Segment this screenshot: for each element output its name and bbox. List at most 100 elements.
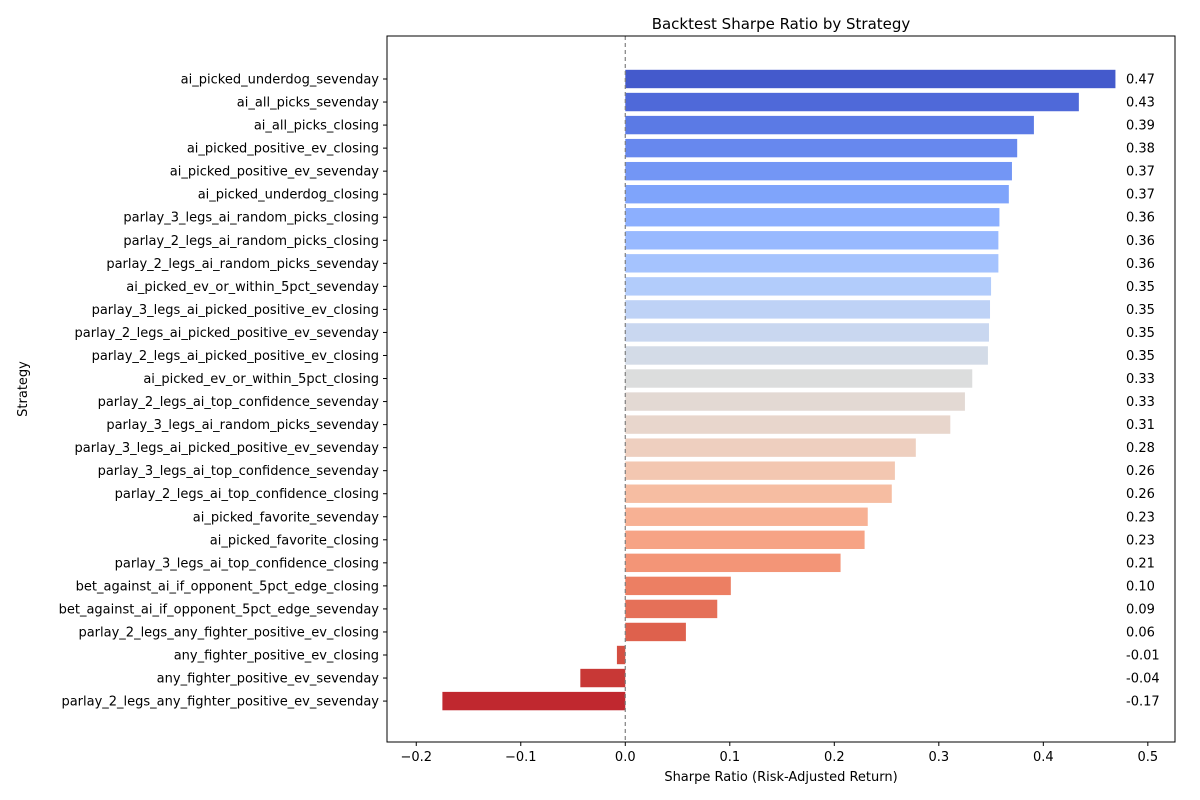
bar-parlay_2_legs_ai_random_picks_closing [625, 231, 999, 250]
y-tick-label: parlay_3_legs_ai_picked_positive_ev_clos… [92, 303, 379, 318]
value-label: 0.38 [1126, 142, 1155, 157]
y-tick-label: ai_picked_underdog_closing [198, 188, 379, 203]
bar-ai_all_picks_sevenday [625, 92, 1079, 112]
y-tick-label: parlay_3_legs_ai_top_confidence_closing [115, 556, 379, 571]
y-tick-label: ai_picked_ev_or_within_5pct_sevenday [126, 280, 379, 295]
bar-bet_against_ai_if_opponent_5pct_edge_sevenday [625, 599, 718, 619]
plot-frame [386, 35, 1176, 743]
value-label: -0.04 [1126, 672, 1160, 687]
bar-ai_picked_underdog_closing [625, 185, 1009, 204]
y-tick-label: parlay_2_legs_ai_top_confidence_sevenday [98, 395, 380, 410]
y-tick-label: parlay_2_legs_ai_picked_positive_ev_seve… [75, 326, 380, 341]
bar-ai_picked_positive_ev_sevenday [625, 161, 1012, 181]
value-label: 0.35 [1126, 349, 1155, 364]
bar-ai_picked_ev_or_within_5pct_closing [625, 369, 973, 388]
x-tick-label: −0.1 [505, 750, 537, 765]
bar-parlay_3_legs_ai_random_picks_sevenday [625, 415, 951, 434]
y-tick-label: parlay_2_legs_ai_picked_positive_ev_clos… [92, 349, 379, 364]
value-label: 0.43 [1126, 96, 1155, 111]
y-tick-label: any_fighter_positive_ev_sevenday [157, 672, 380, 687]
x-tick-label: 0.5 [1137, 750, 1158, 765]
y-tick-label: ai_picked_positive_ev_sevenday [170, 165, 380, 180]
y-tick-label: parlay_2_legs_ai_top_confidence_closing [115, 487, 379, 502]
y-axis-label: Strategy [16, 361, 31, 417]
value-label: 0.31 [1126, 418, 1155, 433]
bar-parlay_2_legs_any_fighter_positive_ev_closing [625, 622, 686, 642]
value-label: 0.33 [1126, 395, 1155, 410]
y-tick-label: ai_all_picks_closing [254, 119, 379, 134]
y-tick-label: parlay_2_legs_any_fighter_positive_ev_se… [61, 695, 379, 710]
bar-ai_all_picks_closing [625, 115, 1034, 135]
bars-layer [442, 69, 1116, 711]
bar-ai_picked_ev_or_within_5pct_sevenday [625, 277, 992, 296]
bar-ai_picked_underdog_sevenday [625, 69, 1116, 89]
bar-ai_picked_favorite_closing [625, 530, 865, 549]
x-tick-label: 0.1 [719, 750, 740, 765]
value-label: -0.01 [1126, 649, 1160, 664]
value-label: 0.37 [1126, 188, 1155, 203]
x-tick-label: 0.0 [615, 750, 636, 765]
value-label: 0.36 [1126, 211, 1155, 226]
value-label: 0.28 [1126, 441, 1155, 456]
y-tick-label: ai_picked_positive_ev_closing [187, 142, 379, 157]
x-tick-label: −0.2 [400, 750, 432, 765]
value-label: 0.06 [1126, 625, 1155, 640]
bar-parlay_2_legs_ai_picked_positive_ev_closing [625, 346, 988, 365]
x-tick-label: 0.2 [824, 750, 845, 765]
y-tick-label: bet_against_ai_if_opponent_5pct_edge_clo… [76, 579, 379, 594]
value-label: 0.35 [1126, 303, 1155, 318]
value-label: 0.26 [1126, 464, 1155, 479]
bar-parlay_3_legs_ai_picked_positive_ev_sevenday [625, 438, 916, 457]
x-tick-label: 0.3 [928, 750, 949, 765]
x-axis-label: Sharpe Ratio (Risk-Adjusted Return) [664, 770, 897, 785]
bar-parlay_3_legs_ai_top_confidence_closing [625, 553, 841, 573]
y-tick-label: parlay_3_legs_ai_picked_positive_ev_seve… [75, 441, 380, 456]
value-label: 0.35 [1126, 326, 1155, 341]
bar-parlay_2_legs_any_fighter_positive_ev_sevenday [442, 691, 626, 711]
y-tick-labels: ai_picked_underdog_sevenday ai_all_picks_… [59, 73, 387, 710]
value-label: 0.26 [1126, 487, 1155, 502]
value-label: 0.47 [1126, 73, 1155, 88]
value-labels: 0.47 0.43 0.39 0.38 0.37 0.37 0.36 0.36 0.36 0.35… [1126, 73, 1160, 710]
y-tick-label: ai_all_picks_sevenday [237, 96, 380, 111]
value-label: 0.23 [1126, 533, 1155, 548]
bar-any_fighter_positive_ev_sevenday [580, 668, 626, 688]
x-tick-label: 0.4 [1033, 750, 1054, 765]
y-tick-label: ai_picked_favorite_closing [210, 533, 379, 548]
y-tick-label: parlay_2_legs_any_fighter_positive_ev_cl… [78, 625, 379, 640]
bar-parlay_3_legs_ai_top_confidence_sevenday [625, 461, 895, 480]
y-tick-label: bet_against_ai_if_opponent_5pct_edge_sev… [59, 602, 380, 617]
y-tick-label: parlay_3_legs_ai_top_confidence_sevenday [98, 464, 380, 479]
bar-parlay_3_legs_ai_picked_positive_ev_closing [625, 300, 991, 319]
y-tick-label: parlay_3_legs_ai_random_picks_sevenday [106, 418, 379, 433]
y-tick-label: ai_picked_favorite_sevenday [193, 510, 380, 525]
value-label: 0.10 [1126, 579, 1155, 594]
value-label: 0.36 [1126, 234, 1155, 249]
y-tick-label: ai_picked_ev_or_within_5pct_closing [143, 372, 379, 387]
value-label: 0.35 [1126, 280, 1155, 295]
bar-ai_picked_positive_ev_closing [625, 138, 1018, 158]
y-tick-label: parlay_2_legs_ai_random_picks_sevenday [106, 257, 379, 272]
chart-title: Backtest Sharpe Ratio by Strategy [652, 15, 911, 33]
value-label: 0.39 [1126, 119, 1155, 134]
bar-parlay_2_legs_ai_random_picks_sevenday [625, 254, 999, 273]
y-tick-label: parlay_2_legs_ai_random_picks_closing [123, 234, 379, 249]
value-label: -0.17 [1126, 695, 1160, 710]
value-label: 0.37 [1126, 165, 1155, 180]
value-label: 0.33 [1126, 372, 1155, 387]
y-tick-label: any_fighter_positive_ev_closing [174, 649, 379, 664]
x-ticks: −0.2 −0.1 0.0 0.1 0.2 0.3 0.4 0.5 [400, 742, 1158, 765]
value-label: 0.36 [1126, 257, 1155, 272]
bar-parlay_2_legs_ai_picked_positive_ev_sevenday [625, 323, 989, 342]
bar-ai_picked_favorite_sevenday [625, 507, 868, 526]
value-label: 0.21 [1126, 556, 1155, 571]
bar-parlay_2_legs_ai_top_confidence_sevenday [625, 392, 965, 411]
y-tick-label: parlay_3_legs_ai_random_picks_closing [123, 211, 379, 226]
bar-bet_against_ai_if_opponent_5pct_edge_closing [625, 576, 731, 596]
bar-any_fighter_positive_ev_closing [616, 645, 626, 665]
bar-parlay_3_legs_ai_random_picks_closing [625, 208, 1000, 227]
value-label: 0.09 [1126, 602, 1155, 617]
y-tick-label: ai_picked_underdog_sevenday [181, 73, 380, 88]
value-label: 0.23 [1126, 510, 1155, 525]
